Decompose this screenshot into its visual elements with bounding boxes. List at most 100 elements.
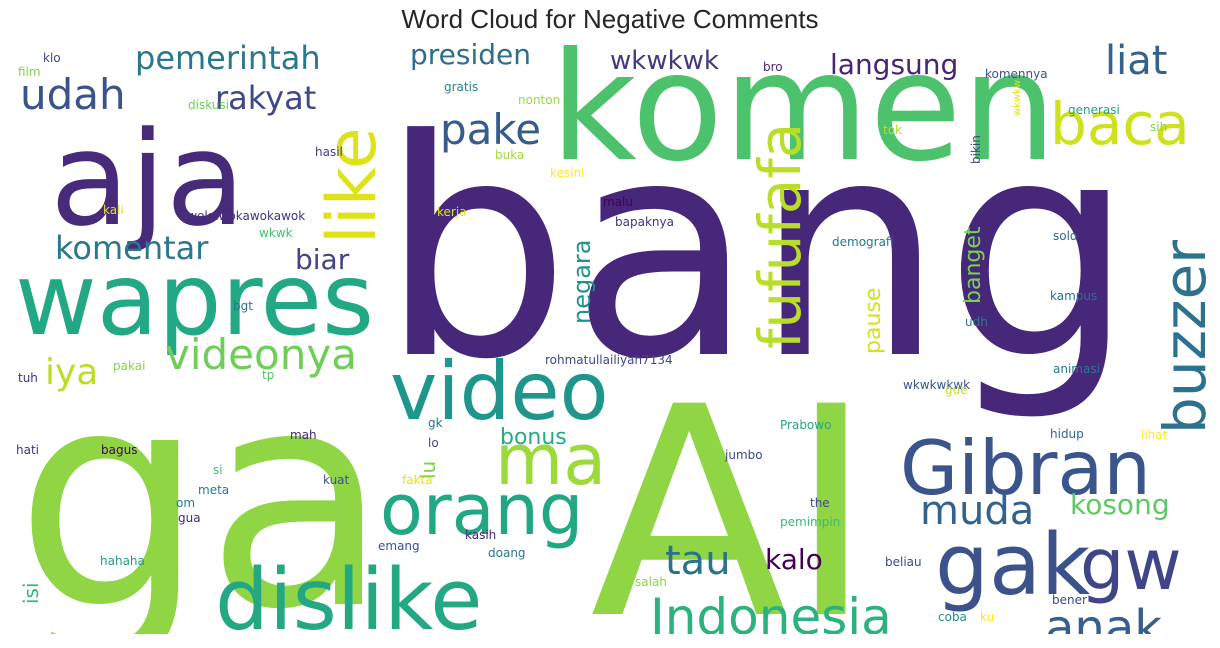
word-nonton: nonton (518, 93, 560, 107)
word-prabowo: Prabowo (780, 418, 831, 432)
word-bgt: bgt (233, 299, 253, 313)
word-liat: liat (1105, 38, 1167, 84)
word-kampus: kampus (1050, 289, 1097, 303)
word-bang: bang (380, 76, 1135, 425)
word-pake: pake (440, 105, 541, 154)
word-kosong: kosong (1070, 488, 1170, 521)
word-mah: mah (290, 428, 317, 442)
word-wapres: wapres (15, 241, 374, 358)
word-lihat: lihat (1141, 428, 1168, 442)
word-kesini: kesini (550, 166, 584, 180)
word-pause: pause (861, 288, 886, 354)
word-wkwkw: wkwkw (1012, 80, 1023, 116)
word-bagus: bagus (101, 443, 137, 457)
word-biar: biar (295, 243, 350, 276)
word-wkwk: wkwk (259, 226, 293, 240)
word-komentar: komentar (55, 229, 209, 267)
word-the: the (810, 496, 830, 510)
word-lu: lu (416, 461, 440, 479)
word-gak: gak (935, 516, 1090, 615)
word-video: video (390, 345, 609, 438)
word-buzzer: buzzer (1151, 240, 1210, 434)
word-tau: tau (665, 538, 731, 584)
word-beliau: beliau (885, 555, 922, 569)
word-komen: komen (550, 34, 1057, 195)
word-gratis: gratis (444, 80, 478, 94)
word-fufufafa: fufufafa (746, 123, 814, 349)
word-dislike: dislike (215, 551, 483, 634)
word-buka: buka (495, 148, 524, 162)
word-presiden: presiden (410, 38, 531, 71)
word-udh: udh (965, 315, 988, 329)
word-komennya: komennya (985, 67, 1048, 81)
word-bener: bener (1052, 593, 1087, 607)
word-kerja: kerja (437, 205, 467, 219)
word-generasi: generasi (1068, 103, 1120, 117)
word-fakta: fakta (402, 473, 433, 487)
word-demografi: demografi (832, 235, 894, 249)
word-aja: aja (50, 103, 245, 255)
word-sih: sih (1150, 120, 1167, 134)
word-diskusi: diskusi (188, 98, 229, 112)
word-banget: banget (961, 226, 986, 304)
word-gw: gw (1080, 524, 1182, 606)
word-si: si (213, 463, 223, 477)
word-cloud: bang ga AI komen aja wapres dislike Gibran gak gw… (10, 34, 1210, 634)
word-ma: ma (495, 419, 606, 501)
word-ku: ku (980, 610, 994, 624)
word-rohmatullailiyah7134: rohmatullailiyah7134 (545, 353, 673, 367)
word-gue: gue (945, 383, 968, 397)
word-bapaknya: bapaknya (615, 215, 674, 229)
word-klo: klo (43, 51, 61, 65)
word-meta: meta (198, 483, 229, 497)
word-udah: udah (20, 70, 126, 119)
word-like: like (313, 127, 392, 244)
word-kalo: kalo (765, 543, 823, 576)
word-emang: emang (378, 539, 420, 553)
word-baca: baca (1050, 90, 1190, 158)
word-kali: kali (103, 203, 124, 217)
word-langsung: langsung (830, 48, 958, 81)
word-kasih: kasih (465, 528, 496, 542)
word-awokawokawokawok: awokawokawokawok (180, 209, 305, 223)
word-kuat: kuat (323, 473, 350, 487)
word-ga: ga (15, 326, 389, 634)
word-indonesia: Indonesia (650, 588, 892, 634)
word-bonus: bonus (500, 425, 567, 450)
word-jumbo: jumbo (724, 448, 763, 462)
word-pakai: pakai (113, 359, 145, 373)
word-tok: tok (883, 123, 902, 137)
word-anak: anak (1045, 600, 1162, 634)
word-isi: isi (19, 582, 43, 604)
word-animasi: animasi (1053, 362, 1100, 376)
word-tp: tp (262, 368, 274, 382)
word-wkwkwkwk: wkwkwkwk (903, 378, 970, 392)
word-muda: muda (920, 488, 1034, 534)
word-iya: iya (45, 352, 98, 393)
word-salah: salah (635, 575, 667, 589)
word-solo: solo (1053, 229, 1077, 243)
word-film: film (18, 65, 41, 79)
word-negara: negara (568, 240, 596, 325)
word-gk: gk (428, 416, 443, 430)
word-coba: coba (938, 610, 967, 624)
word-lo: lo (428, 436, 439, 450)
word-malu: malu (603, 195, 633, 209)
word-wkwkwk: wkwkwk (610, 46, 719, 76)
word-bro: bro (763, 60, 783, 74)
word-pemerintah: pemerintah (135, 39, 321, 77)
word-gibran: Gibran (900, 424, 1151, 512)
word-ai: AI (590, 346, 874, 634)
word-hati: hati (16, 443, 39, 457)
word-hasil: hasil (315, 145, 343, 159)
word-bikin: bikin (969, 135, 983, 164)
word-doang: doang (488, 546, 526, 560)
word-pemimpin: pemimpin (780, 515, 840, 529)
word-orang: orang (380, 469, 583, 551)
word-hahaha: hahaha (100, 554, 145, 568)
word-rakyat: rakyat (215, 79, 316, 117)
word-gua: gua (178, 511, 201, 525)
word-videonya: videonya (165, 330, 357, 379)
chart-title: Word Cloud for Negative Comments (401, 4, 819, 34)
